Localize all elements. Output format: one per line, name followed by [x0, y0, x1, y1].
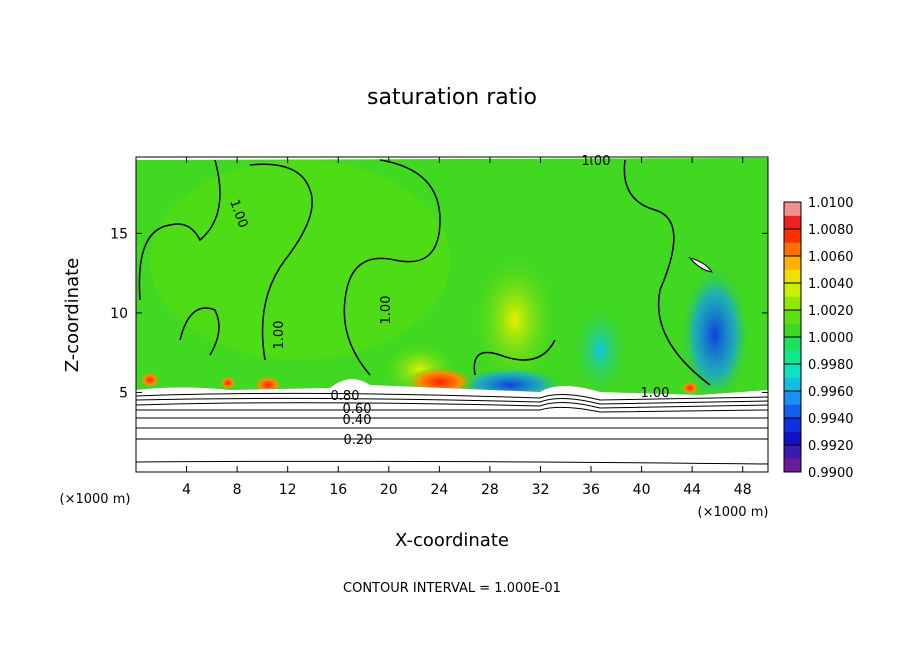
- colorbar-band: [784, 229, 801, 243]
- x-tick-label: 8: [233, 482, 242, 498]
- contour-label: 0.40: [343, 413, 372, 428]
- contour-label: 0.80: [331, 389, 360, 404]
- x-tick-label: 4: [182, 482, 191, 498]
- colorbar-band: [784, 404, 801, 419]
- colorbar-label: 1.0000: [808, 331, 854, 346]
- colorbar-band: [784, 256, 801, 270]
- contour-label: 1.00: [582, 154, 611, 169]
- contour-label: 1.00: [272, 321, 287, 350]
- contour-label: 1.00: [379, 296, 394, 325]
- x-axis-title: X-coordinate: [395, 530, 509, 551]
- colorbar-label: 0.9980: [808, 358, 854, 373]
- x-tick-label: 12: [279, 482, 297, 498]
- y-tick-label: 15: [110, 226, 128, 242]
- colorbar-band: [784, 296, 801, 311]
- plot-frame: [135, 156, 769, 473]
- colorbar-band: [784, 337, 801, 351]
- x-tick-label: 16: [329, 482, 347, 498]
- footer-note: CONTOUR INTERVAL = 1.000E-01: [343, 581, 561, 596]
- colorbar-label: 1.0100: [808, 196, 854, 211]
- colorbar-label: 1.0080: [808, 223, 854, 238]
- x-tick-label: 32: [532, 482, 550, 498]
- colorbar-label: 0.9900: [808, 466, 854, 481]
- colorbar-band: [784, 458, 801, 473]
- colorbar-band: [784, 391, 801, 405]
- colorbar-band: [784, 283, 801, 297]
- colorbar-band: [784, 377, 801, 392]
- colorbar-band: [784, 418, 801, 432]
- colorbar-label: 1.0060: [808, 250, 854, 265]
- colorbar-band: [784, 350, 801, 365]
- colorbar-band: [784, 364, 801, 378]
- chart-title: saturation ratio: [367, 85, 537, 110]
- x-tick-label: 24: [430, 482, 448, 498]
- x-tick-label: 44: [683, 482, 701, 498]
- contour-label: 1.00: [641, 386, 670, 401]
- y-tick-label: 5: [119, 385, 128, 401]
- y-axis-title: Z-coordinate: [62, 258, 83, 373]
- contour-label: 0.60: [343, 402, 372, 417]
- x-unit: (×1000 m): [60, 492, 131, 507]
- x-tick-label: 28: [481, 482, 499, 498]
- colorbar-band: [784, 215, 801, 230]
- colorbar-band: [784, 202, 801, 216]
- colorbar-label: 0.9940: [808, 412, 854, 427]
- colorbar-band: [784, 310, 801, 324]
- colorbar-band: [784, 431, 801, 446]
- x-tick-label: 48: [734, 482, 752, 498]
- colorbar-label: 1.0020: [808, 304, 854, 319]
- y-unit: (×1000 m): [698, 505, 769, 520]
- y-tick-label: 10: [110, 306, 128, 322]
- contour-label: 0.20: [344, 433, 373, 448]
- colorbar-band: [784, 269, 801, 284]
- colorbar-band: [784, 445, 801, 459]
- colorbar-band: [784, 323, 801, 338]
- colorbar-label: 0.9960: [808, 385, 854, 400]
- x-tick-label: 20: [380, 482, 398, 498]
- field: [136, 157, 768, 472]
- colorbar-band: [784, 242, 801, 257]
- x-tick-label: 36: [582, 482, 600, 498]
- colorbar-label: 1.0040: [808, 277, 854, 292]
- x-tick-label: 40: [633, 482, 651, 498]
- colorbar-label: 0.9920: [808, 439, 854, 454]
